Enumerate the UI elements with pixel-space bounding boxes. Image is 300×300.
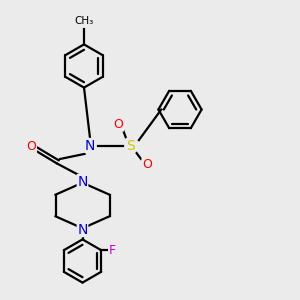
Text: N: N — [77, 175, 88, 188]
Text: N: N — [77, 223, 88, 236]
Text: F: F — [109, 244, 116, 257]
Text: O: O — [27, 140, 36, 154]
Text: O: O — [114, 118, 123, 131]
Text: S: S — [126, 139, 135, 152]
Text: N: N — [85, 139, 95, 152]
Text: CH₃: CH₃ — [74, 16, 94, 26]
Text: O: O — [142, 158, 152, 172]
